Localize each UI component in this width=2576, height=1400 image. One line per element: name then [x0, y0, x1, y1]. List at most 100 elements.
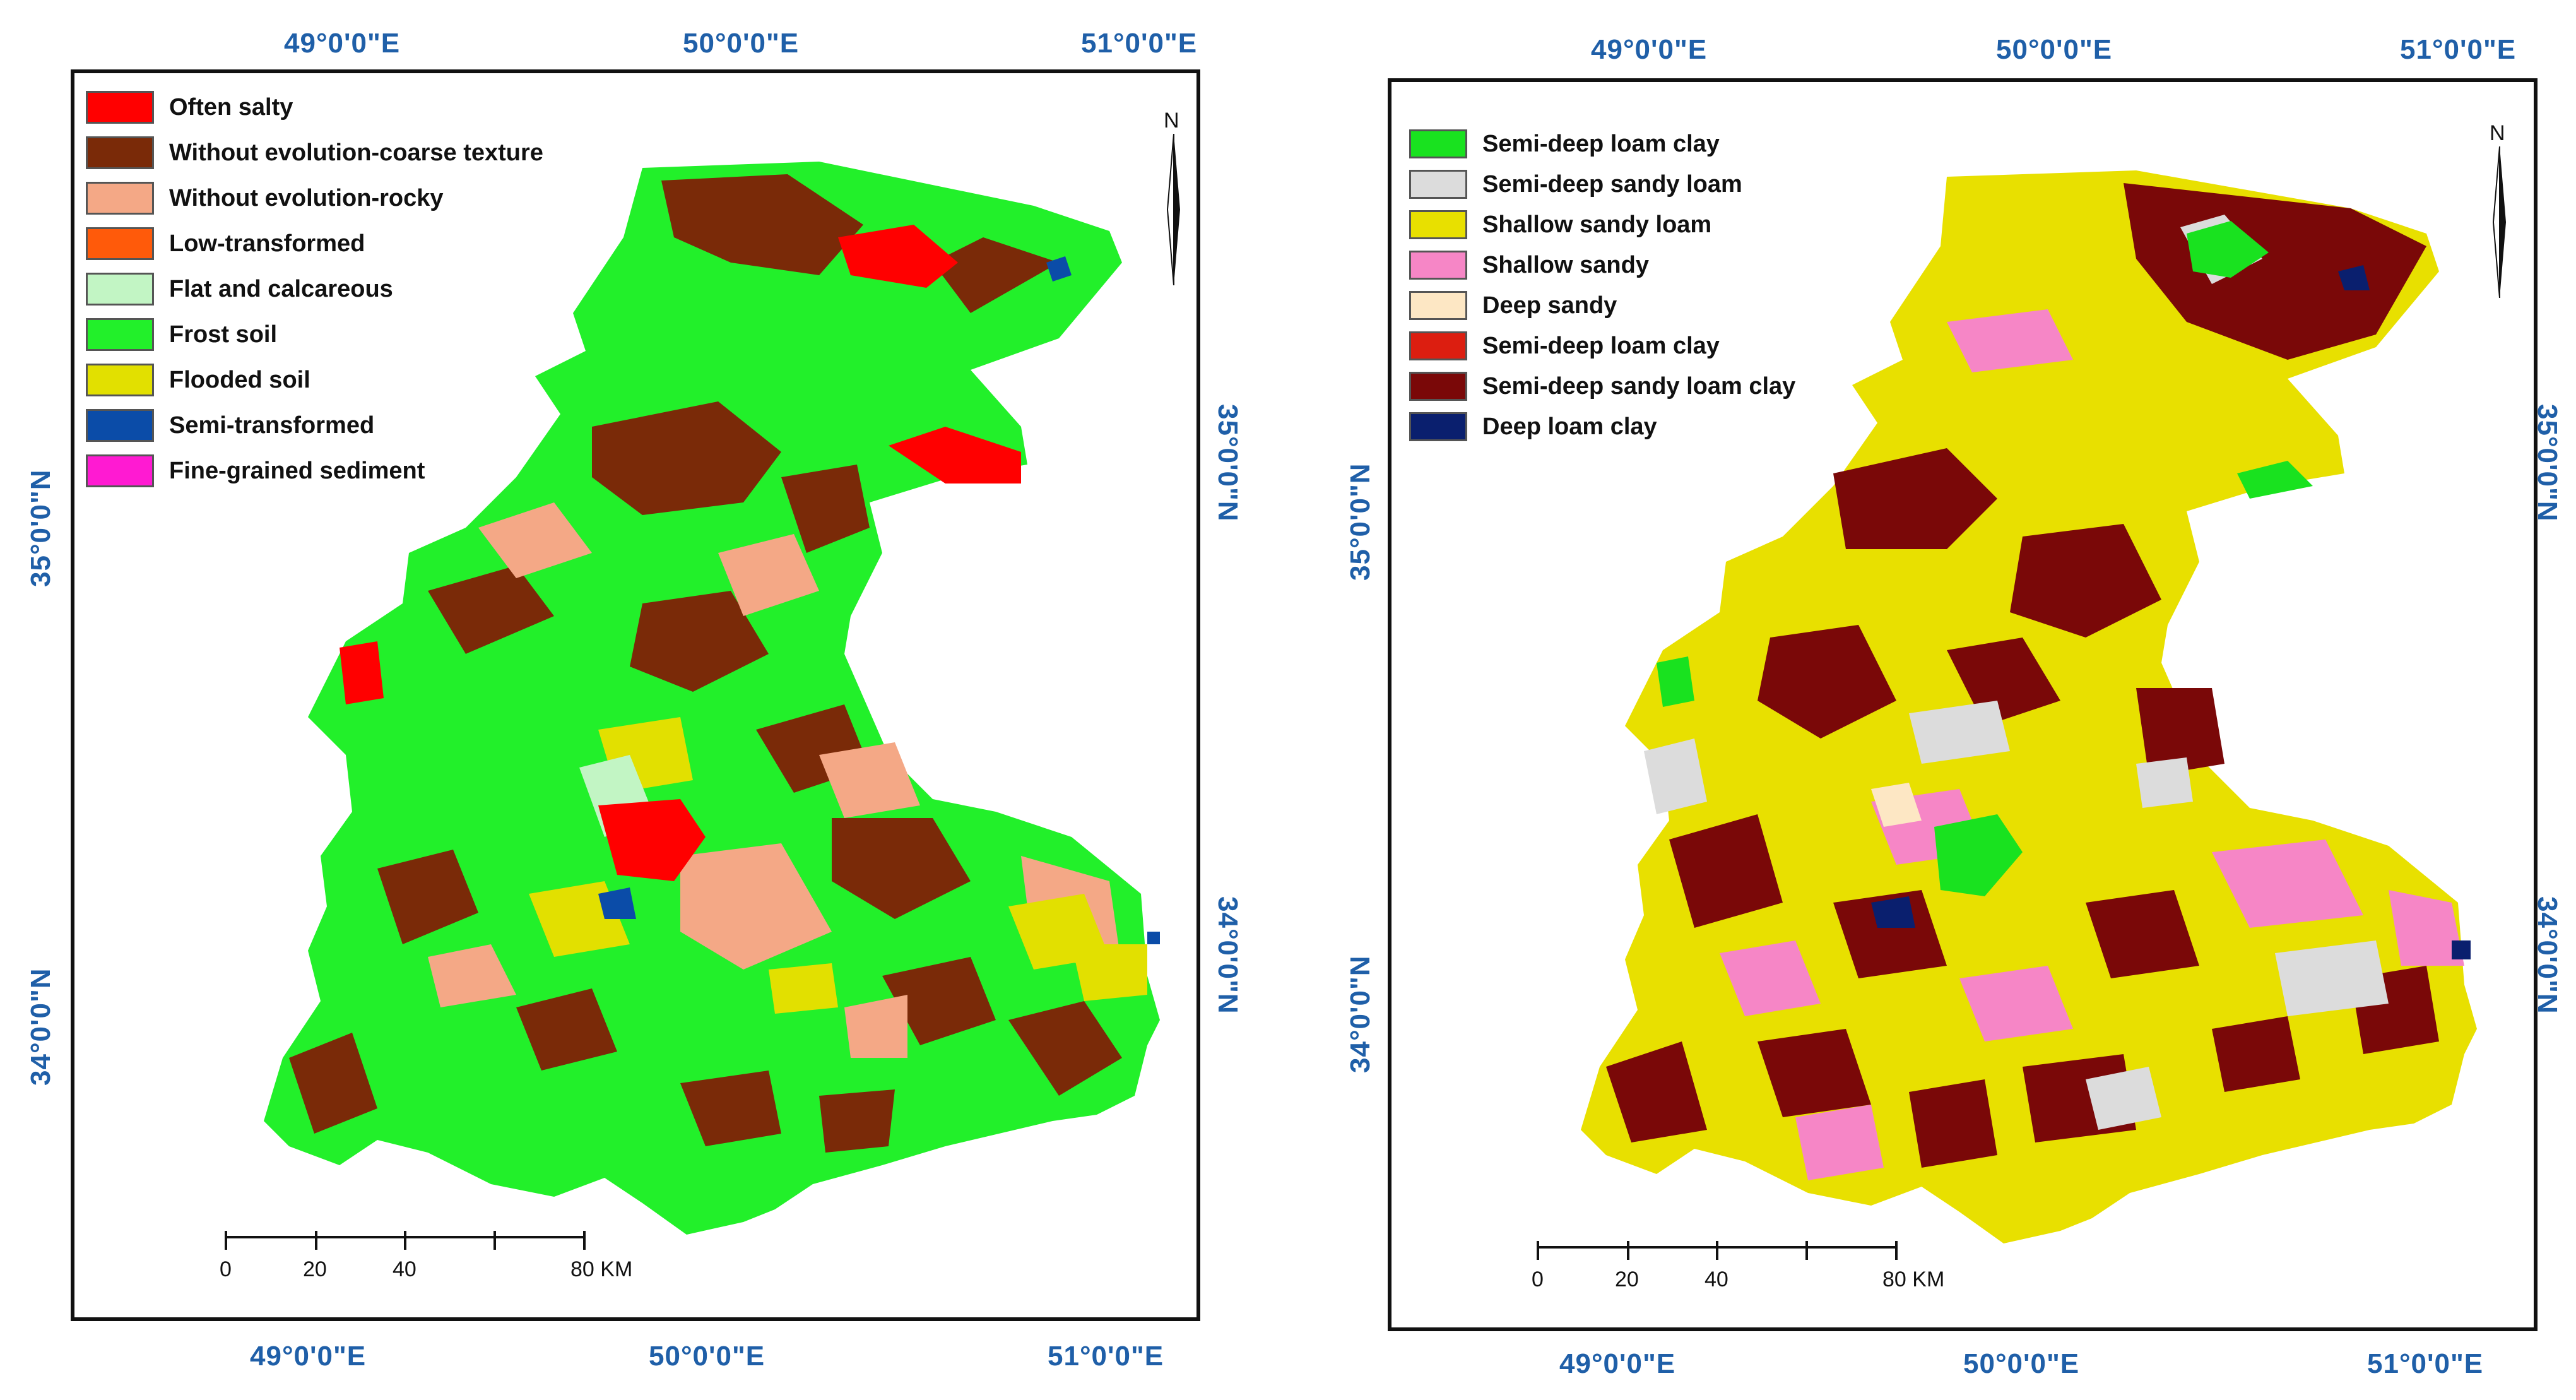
left-right-lat-label-2: 34°0'0"N — [1212, 896, 1243, 1014]
right-legend-label: Semi-deep sandy loam clay — [1482, 372, 1796, 400]
left-legend-swatch — [86, 182, 154, 215]
left-scale-label-0: 0 — [220, 1257, 232, 1281]
right-legend-item-shallow-sandy: Shallow sandy — [1409, 245, 1795, 285]
right-bottom-lon-label-1: 49°0'0"E — [1559, 1348, 1676, 1379]
right-legend-swatch — [1409, 291, 1467, 320]
left-legend-label: Flooded soil — [169, 366, 310, 393]
right-legend-swatch — [1409, 170, 1467, 199]
right-map-panel: 49°0'0"E 50°0'0"E 51°0'0"E — [1288, 0, 2576, 1400]
left-rocky-areas — [428, 502, 1122, 1058]
right-legend-swatch — [1409, 129, 1467, 158]
north-arrow-icon — [2492, 146, 2506, 298]
left-semi-transformed-areas — [598, 256, 1160, 944]
right-legend-item-deep-sandy: Deep sandy — [1409, 285, 1795, 326]
right-left-lat-label-2: 34°0'0"N — [1345, 955, 1376, 1073]
left-coarse-texture-areas — [289, 174, 1122, 1153]
left-top-lon-label-3: 51°0'0"E — [1081, 28, 1198, 59]
right-legend-label: Semi-deep loam clay — [1482, 130, 1720, 157]
right-semi-deep-loam-clay-green-areas — [1657, 221, 2313, 896]
right-right-lat-label-1: 35°0'0"N — [2532, 404, 2563, 522]
left-legend-swatch — [86, 91, 154, 124]
left-bottom-lon-label-1: 49°0'0"E — [250, 1341, 367, 1372]
left-legend-item-rocky: Without evolution-rocky — [86, 175, 543, 221]
right-deep-loam-clay-areas — [1871, 265, 2471, 959]
right-legend-label: Semi-deep loam clay — [1482, 332, 1720, 359]
scale-bar-icon — [225, 1231, 586, 1250]
right-legend-item-semi-deep-sandy-loam: Semi-deep sandy loam — [1409, 164, 1795, 205]
right-scale-label-20: 20 — [1615, 1267, 1639, 1291]
left-legend-item-fine-grained: Fine-grained sediment — [86, 448, 543, 494]
left-top-lon-label-2: 50°0'0"E — [683, 28, 800, 59]
left-legend-label: Fine-grained sediment — [169, 457, 425, 484]
right-bottom-lon-label-2: 50°0'0"E — [1963, 1348, 2080, 1379]
right-legend-label: Shallow sandy — [1482, 251, 1649, 278]
right-soil-map — [1581, 170, 2477, 1243]
left-legend-label: Often salty — [169, 93, 293, 121]
right-top-lon-label-2: 50°0'0"E — [1996, 34, 2113, 65]
left-legend-item-semi-transformed: Semi-transformed — [86, 403, 543, 448]
right-legend-item-semi-deep-sandy-loam-clay: Semi-deep sandy loam clay — [1409, 366, 1795, 406]
right-shallow-sandy-areas — [1720, 309, 2464, 1180]
right-right-lat-label-2: 34°0'0"N — [2532, 896, 2563, 1014]
left-left-lat-label-2: 34°0'0"N — [25, 968, 56, 1086]
right-legend-swatch — [1409, 210, 1467, 239]
right-legend-label: Shallow sandy loam — [1482, 211, 1712, 238]
left-north-label: N — [1164, 109, 1179, 133]
left-scale-label-40: 40 — [393, 1257, 417, 1281]
left-legend-item-flat-calcareous: Flat and calcareous — [86, 266, 543, 312]
right-legend-item-semi-deep-loam-clay-red: Semi-deep loam clay — [1409, 326, 1795, 366]
right-top-lon-label-1: 49°0'0"E — [1591, 34, 1708, 65]
left-legend-swatch — [86, 364, 154, 396]
left-flooded-areas — [529, 717, 1147, 1014]
left-legend-swatch — [86, 454, 154, 487]
right-north-label: N — [2490, 121, 2505, 145]
left-legend-swatch — [86, 318, 154, 351]
right-legend-item-semi-deep-loam-clay: Semi-deep loam clay — [1409, 124, 1795, 164]
left-bottom-lon-label-3: 51°0'0"E — [1048, 1341, 1164, 1372]
left-scale-label-80: 80 KM — [570, 1257, 633, 1281]
left-legend-label: Low-transformed — [169, 230, 365, 257]
left-legend-item-frost-soil: Frost soil — [86, 312, 543, 357]
north-arrow-icon — [1166, 134, 1180, 285]
left-legend-swatch — [86, 227, 154, 260]
left-legend-swatch — [86, 136, 154, 169]
right-legend-swatch — [1409, 412, 1467, 441]
left-legend-label: Frost soil — [169, 321, 278, 348]
left-legend-label: Flat and calcareous — [169, 275, 393, 302]
left-legend-item-flooded-soil: Flooded soil — [86, 357, 543, 403]
right-legend-label: Deep sandy — [1482, 292, 1617, 319]
left-legend-label: Semi-transformed — [169, 412, 375, 439]
right-legend-item-deep-loam-clay: Deep loam clay — [1409, 406, 1795, 447]
right-legend-swatch — [1409, 372, 1467, 401]
left-legend-item-coarse-texture: Without evolution-coarse texture — [86, 130, 543, 175]
left-legend-swatch — [86, 273, 154, 306]
left-soil-map — [264, 162, 1160, 1235]
left-legend-swatch — [86, 409, 154, 442]
right-legend: Semi-deep loam clay Semi-deep sandy loam… — [1409, 124, 1795, 447]
right-scale-label-80: 80 KM — [1882, 1267, 1945, 1291]
left-map-panel: 49°0'0"E 50°0'0"E 51°0'0"E — [25, 28, 1243, 1372]
left-bottom-lon-label-2: 50°0'0"E — [649, 1341, 765, 1372]
right-deep-sandy-area — [1871, 783, 1922, 827]
right-bottom-lon-label-3: 51°0'0"E — [2367, 1348, 2484, 1379]
left-salty-areas — [340, 225, 1021, 881]
right-legend-label: Semi-deep sandy loam — [1482, 170, 1742, 198]
left-top-lon-label-1: 49°0'0"E — [284, 28, 401, 59]
left-legend-label: Without evolution-rocky — [169, 184, 444, 211]
right-legend-item-shallow-sandy-loam: Shallow sandy loam — [1409, 205, 1795, 245]
left-right-lat-label-1: 35°0'0"N — [1212, 404, 1243, 522]
right-scale-label-40: 40 — [1705, 1267, 1728, 1291]
left-legend-item-low-transformed: Low-transformed — [86, 221, 543, 266]
left-scale-label-20: 20 — [303, 1257, 327, 1281]
right-left-lat-label-1: 35°0'0"N — [1345, 463, 1376, 581]
right-legend-swatch — [1409, 251, 1467, 280]
right-legend-label: Deep loam clay — [1482, 413, 1657, 440]
left-legend: Often salty Without evolution-coarse tex… — [86, 85, 543, 494]
right-legend-swatch — [1409, 331, 1467, 360]
left-legend-item-often-salty: Often salty — [86, 85, 543, 130]
left-legend-label: Without evolution-coarse texture — [169, 139, 543, 166]
right-top-lon-label-3: 51°0'0"E — [2400, 34, 2517, 65]
scale-bar-icon — [1537, 1241, 1898, 1260]
right-scale-label-0: 0 — [1532, 1267, 1544, 1291]
left-left-lat-label-1: 35°0'0"N — [25, 469, 56, 587]
